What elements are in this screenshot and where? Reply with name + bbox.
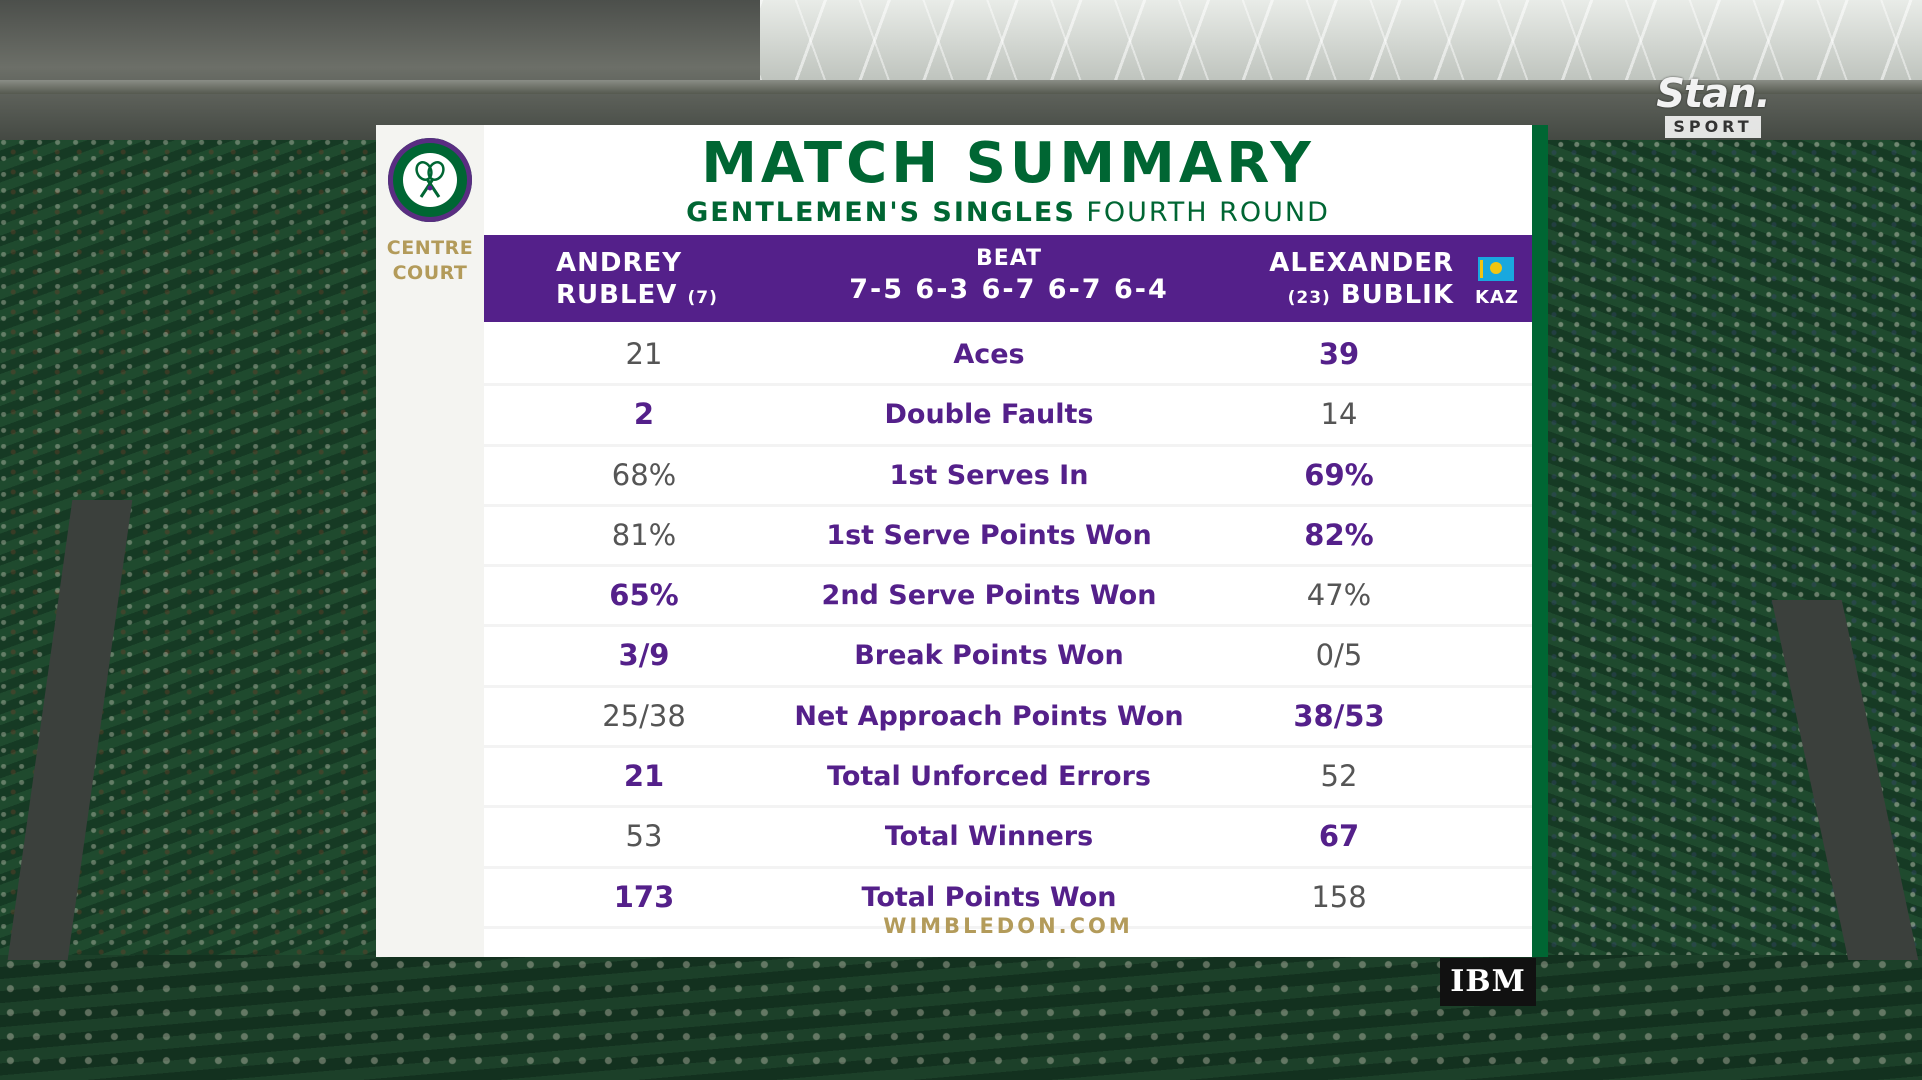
sponsor-logo: IBM: [1440, 958, 1536, 1006]
stat-right-value: 14: [1320, 397, 1358, 432]
stat-right-value: 0/5: [1315, 638, 1363, 673]
stat-label: Total Points Won: [861, 881, 1117, 913]
stat-row: 65% 2nd Serve Points Won 47%: [484, 567, 1532, 628]
roof-beam: [0, 80, 1922, 94]
player-left-first-name: ANDREY: [556, 248, 683, 278]
stat-row: 68% 1st Serves In 69%: [484, 446, 1532, 507]
stat-row: 2 Double Faults 14: [484, 386, 1532, 447]
event-round: FOURTH ROUND: [1086, 197, 1330, 228]
stat-row: 21 Total Unforced Errors 52: [484, 748, 1532, 809]
stat-label: Break Points Won: [854, 640, 1124, 672]
stat-left-value: 21: [625, 337, 663, 371]
stat-row: 3/9 Break Points Won 0/5: [484, 627, 1532, 688]
match-header: ANDREY RUBLEV (7) BEAT 7-5 6-3 6-7 6-7 6…: [484, 235, 1532, 322]
player-left-last-name: RUBLEV: [556, 280, 678, 310]
match-result: BEAT 7-5 6-3 6-7 6-7 6-4: [834, 245, 1184, 307]
player-left: ANDREY RUBLEV (7): [556, 247, 796, 314]
stat-label: 1st Serves In: [889, 459, 1089, 491]
stat-label: Net Approach Points Won: [794, 700, 1184, 732]
stat-left-value: 2: [633, 397, 655, 432]
stat-right-value: 39: [1318, 337, 1360, 371]
stat-label: Aces: [953, 339, 1025, 370]
stat-right-value: 47%: [1306, 578, 1372, 613]
stat-right-value: 158: [1311, 879, 1367, 914]
event-subtitle: GENTLEMEN'S SINGLES FOURTH ROUND: [484, 196, 1532, 230]
stat-left-value: 3/9: [618, 638, 670, 673]
stat-label: 2nd Serve Points Won: [821, 580, 1157, 612]
crowd-stand-bottom: [0, 955, 1922, 1080]
website-link: WIMBLEDON.COM: [883, 914, 1133, 938]
court-name-line1: CENTRE: [386, 237, 474, 259]
stat-right-value: 82%: [1304, 517, 1374, 552]
court-name: CENTRE COURT: [376, 236, 484, 286]
player-right: ALEXANDER (23) BUBLIK: [1204, 247, 1454, 314]
stat-row: 25/38 Net Approach Points Won 38/53: [484, 687, 1532, 749]
stat-right-value: 67: [1318, 819, 1360, 854]
stat-left-value: 173: [613, 879, 675, 914]
broadcaster-sub: SPORT: [1665, 116, 1761, 138]
stat-left-value: 81%: [611, 517, 677, 552]
stat-label: Double Faults: [884, 399, 1094, 431]
roof-glass: [760, 0, 1922, 80]
panel-edge: [1532, 125, 1548, 957]
panel-title: MATCH SUMMARY: [701, 131, 1315, 196]
stat-label: Total Winners: [884, 821, 1094, 853]
player-right-seed: (23): [1287, 288, 1331, 308]
broadcaster-name: Stan.: [1656, 71, 1771, 117]
stat-row: 81% 1st Serve Points Won 82%: [484, 506, 1532, 568]
player-right-country: KAZ: [1475, 287, 1519, 308]
venue-column: [376, 125, 484, 957]
stat-left-value: 25/38: [602, 698, 686, 733]
stat-left-value: 53: [625, 819, 663, 854]
wimbledon-crest-icon: [388, 138, 472, 222]
court-name-line2: COURT: [392, 262, 468, 284]
stats-table: 21 Aces 39 2 Double Faults 14 68% 1st Serves In…: [484, 326, 1532, 929]
stat-left-value: 68%: [611, 457, 677, 492]
stat-left-value: 21: [623, 759, 665, 794]
match-score: 7-5 6-3 6-7 6-7 6-4: [849, 274, 1169, 305]
result-verb: BEAT: [975, 246, 1043, 271]
broadcaster-logo: Stan. SPORT: [1652, 72, 1774, 140]
stat-left-value: 65%: [609, 578, 679, 613]
stat-right-value: 69%: [1304, 457, 1374, 492]
stat-row: 173 Total Points Won 158: [484, 868, 1532, 929]
player-right-first-name: ALEXANDER: [1269, 248, 1454, 278]
event-name: GENTLEMEN'S SINGLES: [686, 197, 1076, 228]
stat-row: 21 Aces 39: [484, 326, 1532, 387]
player-right-last-name: BUBLIK: [1340, 280, 1454, 310]
kazakhstan-flag-icon: [1478, 257, 1514, 281]
stat-row: 53 Total Winners 67: [484, 808, 1532, 869]
stat-right-value: 38/53: [1293, 698, 1385, 733]
stat-label: 1st Serve Points Won: [826, 519, 1152, 551]
stat-label: Total Unforced Errors: [827, 761, 1151, 793]
player-left-seed: (7): [687, 288, 718, 308]
stat-right-value: 52: [1320, 759, 1358, 794]
